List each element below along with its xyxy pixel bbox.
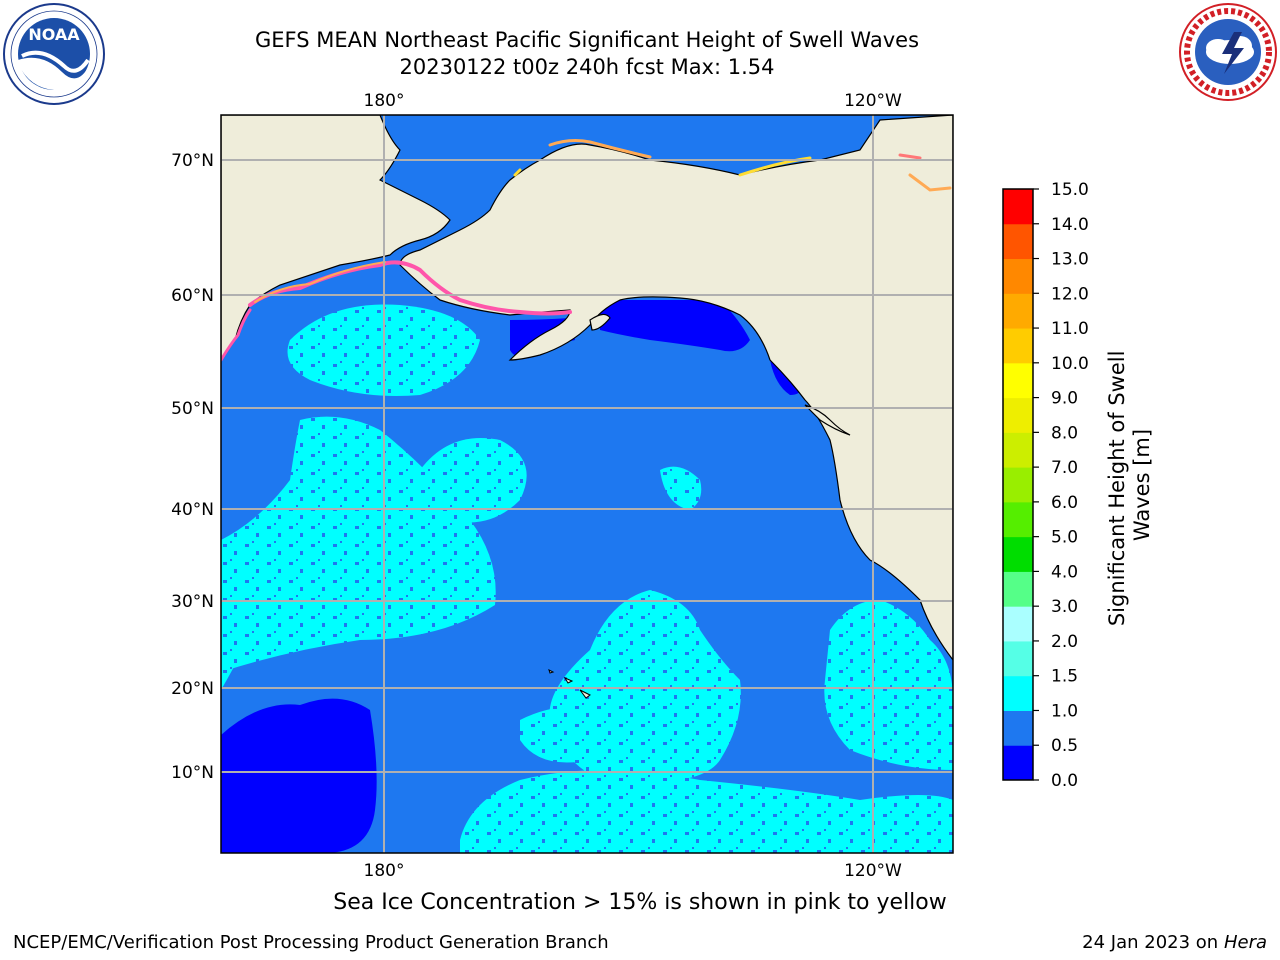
colorbar-tick-label: 1.0 — [1051, 701, 1078, 721]
footer-host: Hera — [1223, 932, 1267, 953]
colorbar-tick-label: 15.0 — [1051, 180, 1089, 200]
colorbar-segment — [1003, 501, 1033, 538]
colorbar-segment — [1003, 328, 1033, 364]
colorbar-tick-label: 11.0 — [1051, 319, 1089, 339]
colorbar — [1002, 188, 1034, 781]
gridlines — [221, 115, 953, 853]
colorbar-segment — [1003, 432, 1033, 468]
footer-date: 24 Jan 2023 on Hera — [1082, 932, 1267, 953]
colorbar-tick-label: 4.0 — [1051, 562, 1078, 582]
colorbar-tick-label: 9.0 — [1051, 389, 1078, 409]
map-area — [221, 115, 953, 853]
colorbar-label: Significant Height of Swell Waves [m] — [1105, 344, 1154, 626]
footer-date-text: 24 Jan 2023 on — [1082, 932, 1224, 953]
colorbar-tick-label: 12.0 — [1051, 284, 1089, 304]
colorbar-tick-label: 6.0 — [1051, 493, 1078, 513]
colorbar-tick-label: 0.0 — [1051, 771, 1078, 791]
colorbar-tick-label: 5.0 — [1051, 528, 1078, 548]
lon-label-bottom-180: 180° — [364, 861, 405, 881]
colorbar-tick-label: 10.0 — [1051, 354, 1089, 374]
map-frame — [220, 114, 954, 854]
colorbar-segment — [1003, 362, 1033, 399]
colorbar-segment — [1003, 293, 1033, 329]
colorbar-tick-label: 13.0 — [1051, 250, 1089, 270]
lon-label-bottom-120w: 120°W — [844, 861, 902, 881]
colorbar-tick-label: 7.0 — [1051, 458, 1078, 478]
colorbar-segment — [1003, 571, 1033, 607]
lat-label-20n: 20°N — [171, 679, 214, 699]
colorbar-segment — [1003, 745, 1033, 781]
colorbar-segment — [1003, 640, 1033, 677]
colorbar-segment — [1003, 710, 1033, 746]
colorbar-tick-label: 1.5 — [1051, 667, 1078, 687]
colorbar-tick-label: 14.0 — [1051, 215, 1089, 235]
colorbar-ticks: 15.0 14.0 13.0 12.0 11.0 10.0 9.0 8.0 7.0 6.0 5.0 4… — [1033, 180, 1089, 791]
noaa-logo: NOAA — [3, 3, 105, 105]
colorbar-segment — [1003, 606, 1033, 642]
chart-title: GEFS MEAN Northeast Pacific Significant … — [254, 28, 920, 52]
lat-label-60n: 60°N — [171, 286, 214, 306]
colorbar-tick-label: 0.5 — [1051, 736, 1078, 756]
lon-label-top-180: 180° — [364, 91, 405, 111]
sea-ice — [221, 139, 952, 362]
lat-label-50n: 50°N — [171, 399, 214, 419]
lat-label-70n: 70°N — [171, 151, 214, 171]
chart-subtitle: 20230122 t00z 240h fcst Max: 1.54 — [399, 55, 775, 79]
lon-label-top-120w: 120°W — [844, 91, 902, 111]
colorbar-segment — [1003, 189, 1033, 225]
colorbar-segment — [1003, 536, 1033, 572]
colorbar-segment — [1003, 258, 1033, 294]
lat-label-10n: 10°N — [171, 763, 214, 783]
colorbar-segment — [1003, 223, 1033, 260]
noaa-logo-text: NOAA — [28, 25, 80, 44]
sea-ice-note: Sea Ice Concentration > 15% is shown in … — [333, 890, 947, 915]
lat-label-40n: 40°N — [171, 500, 214, 520]
lat-label-30n: 30°N — [171, 592, 214, 612]
footer-branch: NCEP/EMC/Verification Post Processing Pr… — [13, 932, 609, 953]
colorbar-tick-label: 8.0 — [1051, 423, 1078, 443]
colorbar-frame — [1002, 188, 1034, 781]
colorbar-tick-label: 3.0 — [1051, 597, 1078, 617]
colorbar-segment — [1003, 397, 1033, 433]
colorbar-segment — [1003, 467, 1033, 503]
colorbar-segment — [1003, 675, 1033, 711]
nws-logo — [1179, 3, 1277, 101]
land — [221, 115, 953, 699]
colorbar-tick-label: 2.0 — [1051, 632, 1078, 652]
